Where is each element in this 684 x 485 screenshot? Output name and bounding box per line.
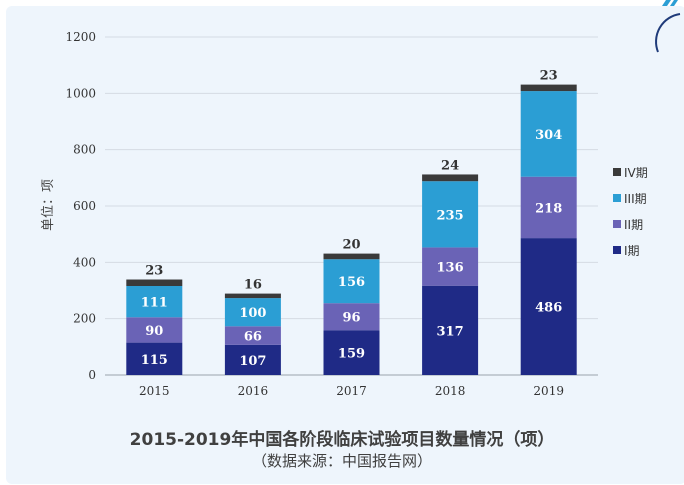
bar-segment <box>224 293 281 299</box>
data-label: 96 <box>342 311 360 326</box>
legend-label: III期 <box>624 192 647 206</box>
y-tick-label: 400 <box>73 255 96 269</box>
data-label: 486 <box>535 301 562 316</box>
data-label: 317 <box>437 324 464 339</box>
y-tick-label: 600 <box>73 199 96 213</box>
bar-segment <box>422 247 479 286</box>
y-tick-label: 200 <box>73 312 96 326</box>
data-label: 24 <box>441 158 459 173</box>
bar-segment <box>520 176 577 239</box>
data-label: 235 <box>437 208 464 223</box>
bar-segment <box>126 285 183 318</box>
data-label: 159 <box>338 347 365 362</box>
y-tick-label: 1000 <box>65 86 96 100</box>
bar-segment <box>323 303 380 331</box>
data-label: 66 <box>244 330 262 345</box>
data-label: 107 <box>239 354 266 369</box>
data-label: 90 <box>145 324 163 339</box>
bar-segment <box>224 326 281 345</box>
x-tick-label: 2018 <box>435 384 466 398</box>
legend-swatch <box>613 220 621 228</box>
y-axis-ticks: 0 200 400 600 800 1000 1200 <box>65 30 96 382</box>
chart-subtitle: （数据来源：中国报告网） <box>251 452 432 470</box>
x-tick-label: 2015 <box>139 384 170 398</box>
bar-segment <box>520 84 577 92</box>
bar-segment <box>520 238 577 375</box>
data-label: 20 <box>342 238 360 253</box>
data-label: 111 <box>141 296 168 311</box>
x-tick-label: 2017 <box>336 384 367 398</box>
data-label: 304 <box>535 128 562 143</box>
bar-segment <box>422 174 479 182</box>
bar-segment <box>126 279 183 286</box>
data-label: 218 <box>535 201 562 216</box>
bar-segment <box>422 285 479 375</box>
y-axis-label: 单位：项 <box>41 179 56 231</box>
bar-segment <box>520 91 577 177</box>
stacked-bar-chart: 0 200 400 600 800 1000 1200 115 90 111 23 107 66 100… <box>41 30 648 398</box>
bar-segment <box>126 342 183 375</box>
data-label: 156 <box>338 275 365 290</box>
y-tick-label: 0 <box>88 368 96 382</box>
legend-swatch <box>613 194 621 202</box>
y-tick-label: 800 <box>73 143 96 157</box>
data-label: 23 <box>145 264 163 279</box>
legend-label: I期 <box>624 244 640 258</box>
data-label: 136 <box>437 261 464 276</box>
data-label: 100 <box>239 306 266 321</box>
legend-label: II期 <box>624 218 643 232</box>
bar-segment <box>323 253 380 260</box>
data-label: 16 <box>244 278 262 293</box>
legend-swatch <box>613 246 621 254</box>
data-label: 115 <box>141 353 168 368</box>
legend: IV期 III期 II期 I期 <box>613 166 648 258</box>
bar-segment <box>224 298 281 327</box>
legend-swatch <box>613 168 621 176</box>
bar-segment <box>224 344 281 375</box>
bar-segment <box>323 330 380 375</box>
x-tick-label: 2019 <box>533 384 564 398</box>
bars: 115 90 111 23 107 66 100 16 159 96 156 20 317 136 235 2… <box>126 69 577 375</box>
corner-decoration <box>655 0 681 53</box>
x-tick-label: 2016 <box>238 384 269 398</box>
legend-label: IV期 <box>624 166 648 180</box>
bar-segment <box>422 181 479 248</box>
bar-segment <box>126 317 183 343</box>
data-label: 23 <box>540 69 558 84</box>
y-tick-label: 1200 <box>65 30 96 44</box>
x-axis-ticks: 2015 2016 2017 2018 2019 <box>139 384 564 398</box>
bar-segment <box>323 259 380 304</box>
chart-title: 2015-2019年中国各阶段临床试验项目数量情况（项） <box>129 430 555 450</box>
